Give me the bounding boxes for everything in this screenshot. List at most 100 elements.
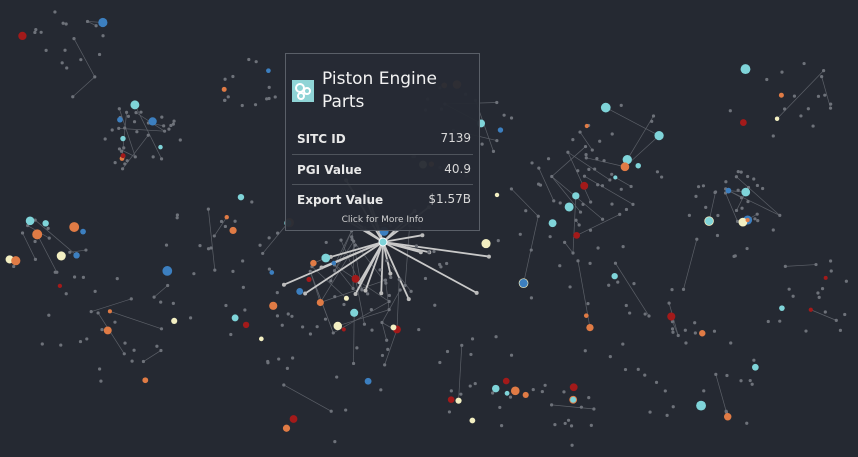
node (53, 10, 57, 14)
node (46, 226, 50, 230)
node (569, 424, 574, 428)
edge (728, 190, 780, 216)
node (229, 332, 233, 337)
node (60, 61, 64, 65)
node (558, 264, 562, 268)
colored-node (351, 274, 360, 283)
colored-node (564, 202, 574, 212)
edge (810, 309, 837, 321)
node (496, 239, 500, 243)
colored-node (725, 187, 732, 194)
node (331, 331, 335, 335)
node (563, 421, 567, 426)
colored-node (548, 219, 557, 228)
node (247, 57, 251, 62)
node (628, 311, 632, 315)
node (509, 353, 514, 357)
node (101, 34, 105, 38)
node (344, 408, 348, 412)
node (335, 375, 339, 379)
colored-node (56, 251, 66, 261)
node (132, 120, 137, 124)
tooltip[interactable]: Piston Engine Parts SITC ID 7139 PGI Val… (285, 53, 480, 231)
colored-node (705, 217, 714, 226)
node (732, 254, 736, 258)
node (582, 174, 587, 178)
node (621, 245, 625, 249)
node (125, 159, 129, 163)
node (579, 405, 583, 409)
node (518, 232, 522, 236)
node (550, 174, 554, 179)
node (589, 200, 593, 204)
node (643, 373, 647, 377)
node (823, 310, 827, 314)
node (387, 293, 391, 298)
edge (153, 285, 168, 298)
highlight-edge (382, 241, 410, 300)
node (780, 70, 784, 74)
colored-node (120, 135, 126, 142)
node (695, 237, 699, 241)
node (280, 323, 284, 327)
colored-node (282, 424, 291, 432)
node (119, 149, 124, 153)
node (47, 236, 51, 240)
node (714, 372, 718, 376)
node (595, 157, 599, 161)
colored-node (740, 64, 751, 75)
node (380, 320, 384, 325)
node (756, 219, 760, 223)
node (811, 124, 815, 128)
node (752, 177, 756, 181)
node (647, 314, 651, 318)
node (275, 291, 279, 295)
node (828, 106, 833, 110)
highlight-edge (380, 241, 384, 294)
node (303, 291, 308, 296)
colored-node (229, 226, 237, 235)
edge (458, 345, 463, 401)
node (160, 115, 164, 119)
node (155, 344, 159, 348)
node (838, 328, 843, 332)
colored-node (823, 275, 828, 280)
node (33, 30, 37, 35)
colored-node (586, 323, 594, 332)
node (704, 205, 708, 209)
node (619, 187, 623, 191)
colored-node (80, 228, 86, 235)
colored-node (310, 259, 317, 267)
node (206, 207, 210, 211)
node (122, 146, 126, 150)
node (385, 259, 389, 263)
node (643, 312, 647, 316)
colored-node (98, 17, 108, 28)
node (619, 103, 623, 107)
node (469, 352, 473, 357)
node (576, 169, 580, 173)
node (301, 325, 305, 329)
highlight-edge (304, 241, 384, 295)
node (610, 172, 614, 176)
node (366, 292, 370, 296)
node (192, 272, 196, 276)
node (829, 259, 833, 263)
colored-node (455, 397, 462, 404)
node (771, 228, 775, 232)
node (40, 342, 44, 346)
node (543, 383, 547, 387)
edge (262, 222, 289, 254)
edge (97, 312, 125, 354)
colored-node (306, 276, 312, 283)
node (97, 367, 102, 371)
colored-node (130, 100, 140, 110)
node (276, 231, 280, 235)
node (581, 202, 585, 206)
node (588, 228, 593, 232)
edge (118, 108, 136, 157)
colored-node (224, 215, 229, 220)
node (206, 247, 211, 251)
node (59, 343, 63, 347)
tooltip-row: Export Value $1.57B (292, 184, 473, 215)
